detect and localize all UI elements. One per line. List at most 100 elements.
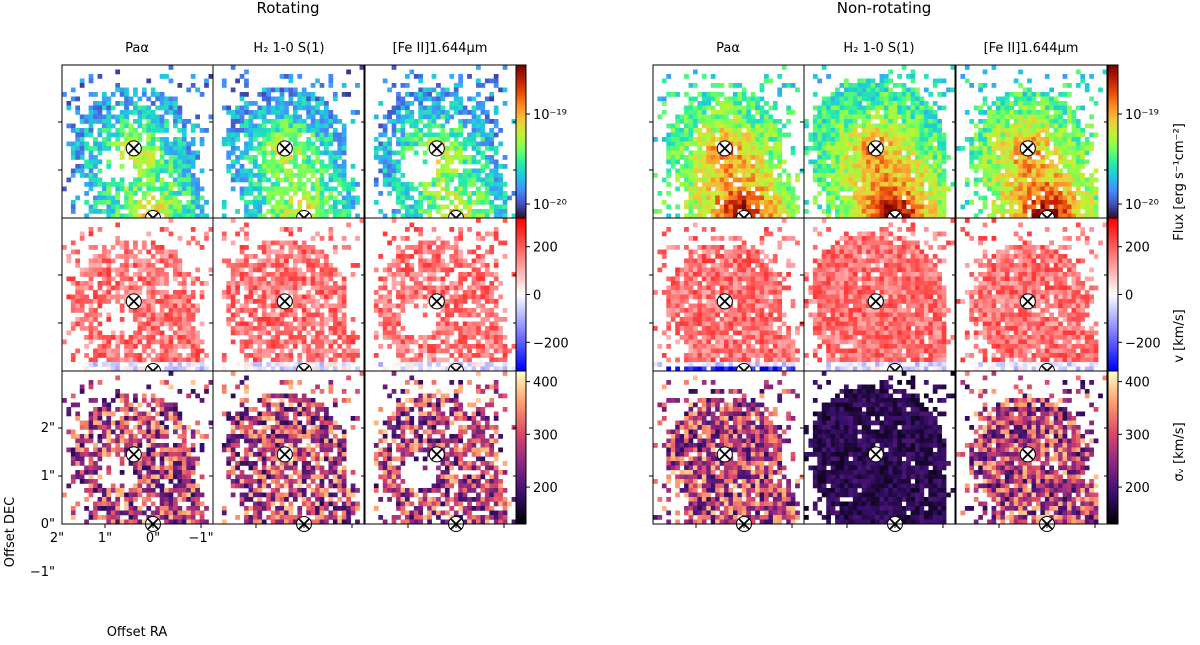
pixel-cell [186,326,192,331]
pixel-cell [861,177,867,183]
pixel-cell [928,141,934,147]
pixel-cell [248,281,254,286]
pixel-cell [484,195,490,201]
pixel-cell [719,101,725,106]
pixel-cell [732,177,738,183]
pixel-cell [484,96,490,102]
pixel-cell [128,254,134,259]
pixel-cell [684,177,689,183]
pixel-cell [982,164,988,169]
pixel-cell [173,258,178,264]
pixel-cell [883,83,889,88]
pixel-cell [292,114,298,120]
pixel-cell [195,204,200,210]
pixel-cell [1053,209,1059,214]
pixel-cell [870,186,876,192]
pixel-cell [995,146,1001,151]
pixel-cell [897,168,902,174]
pixel-cell [124,123,129,129]
pixel-cell [741,182,747,187]
pixel-cell [306,92,311,97]
pixel-cell [115,299,121,304]
pixel-cell [248,276,254,282]
pixel-cell [746,159,751,165]
pixel-cell [319,195,325,201]
pixel-cell [328,186,334,192]
pixel-cell [382,141,388,147]
pixel-cell [292,213,298,219]
pixel-cell [173,344,178,349]
pixel-cell [790,191,796,196]
pixel-cell [692,83,698,88]
pixel-cell [724,168,729,174]
pixel-cell [991,141,997,147]
pixel-cell [697,132,703,138]
pixel-cell [1000,209,1006,214]
pixel-cell [1027,155,1032,160]
pixel-cell [973,105,979,111]
pixel-cell [141,146,147,151]
pixel-cell [1093,191,1099,196]
pixel-cell [679,132,685,138]
pixel-cell [270,249,276,255]
pixel-cell [124,204,129,210]
pixel-cell [173,191,178,196]
pixel-cell [923,159,929,165]
pixel-cell [982,83,988,88]
pixel-cell [230,119,236,124]
pixel-cell [706,137,712,142]
pixel-cell [879,173,885,178]
pixel-cell [159,146,165,151]
pixel-cell [436,195,441,201]
pixel-cell [1067,173,1072,178]
pixel-cell [471,155,477,160]
pixel-cell [817,141,823,147]
pixel-cell [502,87,508,93]
pixel-cell [941,155,947,160]
pixel-cell [746,119,751,124]
pixel-cell [159,299,165,304]
pixel-cell [910,182,916,187]
pixel-cell [915,195,920,201]
pixel-cell [973,177,979,183]
pixel-cell [741,141,747,147]
pixel-cell [133,308,138,313]
pixel-cell [119,101,125,106]
pixel-cell [772,128,778,133]
pixel-cell [1044,114,1050,120]
pixel-cell [88,317,94,322]
pixel-cell [675,141,680,147]
pixel-cell [168,344,174,349]
pixel-cell [101,353,107,358]
pixel-cell [1018,200,1023,205]
pixel-cell [493,177,499,183]
pixel-cell [128,281,134,286]
pixel-cell [115,209,121,214]
pixel-cell [1053,141,1059,147]
pixel-cell [150,182,156,187]
pixel-cell [177,168,183,174]
pixel-cell [146,330,152,336]
pixel-cell [301,191,307,196]
pixel-cell [861,92,867,97]
pixel-cell [306,321,311,327]
pixel-cell [404,101,410,106]
pixel-cell [257,213,263,219]
pixel-cell [173,362,178,367]
pixel-cell [888,105,894,111]
pixel-cell [839,110,845,115]
pixel-cell [75,303,81,309]
pixel-cell [75,290,81,295]
pixel-cell [319,317,325,322]
pixel-cell [301,281,307,286]
pixel-cell [279,258,285,264]
pixel-cell [471,213,477,219]
pixel-cell [493,168,499,174]
pixel-cell [1027,195,1032,201]
pixel-cell [324,119,329,124]
pixel-cell [484,200,490,205]
pixel-cell [915,213,920,219]
pixel-cell [982,123,988,129]
pixel-cell [319,285,325,291]
pixel-cell [292,285,298,291]
